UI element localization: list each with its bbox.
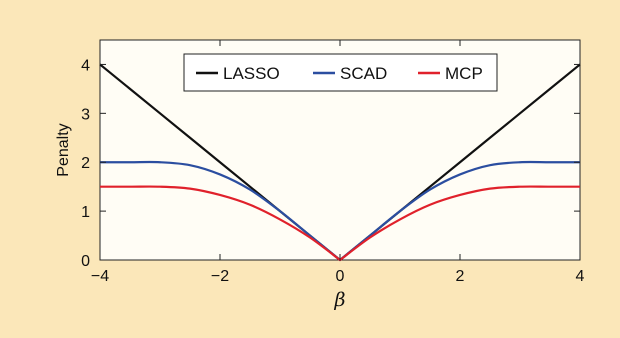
legend-label-scad: SCAD (340, 64, 387, 83)
y-tick-label: 1 (81, 204, 90, 221)
x-tick-label: 4 (576, 268, 585, 285)
y-tick-label: 4 (81, 57, 90, 74)
x-axis-label: β (334, 289, 346, 311)
x-tick-label: −4 (91, 268, 109, 285)
y-tick-label: 0 (81, 253, 90, 270)
y-axis-label: Penalty (55, 123, 72, 176)
x-tick-label: −2 (211, 268, 229, 285)
y-tick-label: 2 (81, 155, 90, 172)
series-line-mcp (100, 185, 580, 261)
x-tick-label: 2 (456, 268, 465, 285)
axis-ticks: −4 −2 0 2 4 0 1 2 3 4 (81, 40, 585, 285)
legend-label-lasso: LASSO (223, 64, 280, 83)
legend-box (183, 53, 498, 92)
series-line-scad (100, 160, 580, 261)
y-tick-label: 3 (81, 106, 90, 123)
legend: LASSO SCAD MCP (183, 53, 498, 92)
legend-label-mcp: MCP (445, 64, 483, 83)
x-tick-label: 0 (336, 268, 345, 285)
